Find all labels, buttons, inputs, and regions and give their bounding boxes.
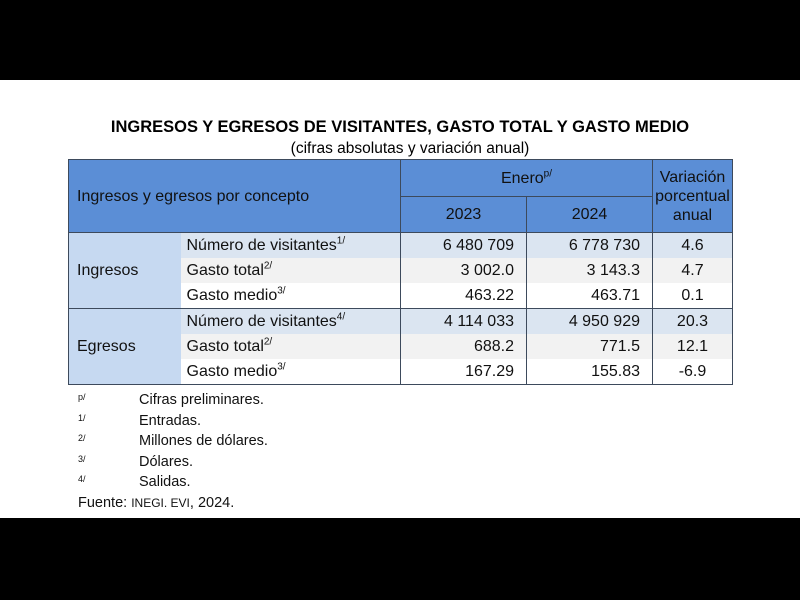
- footnote-text: Salidas.: [139, 474, 191, 490]
- footnote: p/Cifras preliminares.: [78, 392, 268, 413]
- value-2023: 6 480 709: [400, 232, 527, 258]
- variation-value: 4.7: [652, 258, 733, 283]
- group-label: Egresos: [68, 308, 181, 385]
- variation-value: 12.1: [652, 334, 733, 359]
- footnote: 1/Entradas.: [78, 413, 268, 434]
- value-2023: 167.29: [400, 359, 527, 385]
- concept-cell: Gasto medio3/: [180, 283, 401, 309]
- table-subtitle: (cifras absolutas y variación anual): [290, 140, 530, 157]
- value-2024: 4 950 929: [526, 308, 653, 334]
- footnote-mark: 2/: [78, 433, 86, 443]
- concept-cell: Gasto total2/: [180, 334, 401, 359]
- table-row: Gasto medio3/463.22 463.71 0.1: [69, 283, 733, 309]
- variation-value: -6.9: [652, 359, 733, 385]
- concept-cell: Gasto medio3/: [180, 359, 401, 385]
- variation-value: 4.6: [652, 232, 733, 258]
- table-row: Gasto total2/3 002.0 3 143.3 4.7: [69, 258, 733, 283]
- footnote-mark: 3/: [78, 453, 86, 464]
- table-title: INGRESOS Y EGRESOS DE VISITANTES, GASTO …: [110, 118, 690, 136]
- header-variation: Variación porcentual anual: [652, 159, 733, 233]
- value-2023: 463.22: [400, 283, 527, 309]
- value-2024: 6 778 730: [526, 232, 653, 258]
- concept-cell: Gasto total2/: [180, 258, 401, 283]
- header-year-2024: 2024: [526, 196, 653, 233]
- header-year-2023: 2023: [400, 196, 527, 233]
- footnote-text: Entradas.: [139, 412, 202, 429]
- value-2024: 771.5: [526, 334, 653, 359]
- table-row: Egresos Número de visitantes4/4 114 033 4 …: [68, 308, 733, 385]
- visitors-table: Ingresos y egresos por concepto Enerop/ …: [68, 159, 733, 385]
- group-label: Ingresos: [68, 232, 181, 309]
- header-period: Enerop/: [400, 159, 653, 197]
- table-row: Ingresos Número de visitantes1/6 480 709 6…: [68, 232, 733, 309]
- footnote-mark: 4/: [78, 474, 86, 484]
- footnote-text: Cifras preliminares.: [139, 392, 264, 408]
- footnote-text: Millones de dólares.: [139, 433, 268, 449]
- footnote: 3/Dólares.: [78, 454, 268, 475]
- variation-value: 0.1: [652, 283, 733, 309]
- value-2024: 463.71: [526, 283, 653, 309]
- header-concept: Ingresos y egresos por concepto: [68, 159, 401, 233]
- value-2023: 688.2: [400, 334, 527, 359]
- footnote: 4/Salidas.: [78, 474, 268, 495]
- value-2024: 155.83: [526, 359, 653, 385]
- footnotes: p/Cifras preliminares. 1/Entradas. 2/Millo…: [78, 392, 268, 495]
- variation-value: 20.3: [652, 308, 733, 334]
- table-row: Gasto medio3/167.29 155.83 -6.9: [69, 359, 733, 385]
- footnote-text: Dólares.: [139, 453, 193, 470]
- source-line: Fuente: INEGI. EVI, 2024.: [78, 494, 235, 511]
- table-row: Gasto total2/688.2 771.5 12.1: [69, 334, 733, 359]
- footnote-mark: 1/: [78, 412, 86, 423]
- value-2024: 3 143.3: [526, 258, 653, 283]
- value-2023: 4 114 033: [400, 308, 527, 334]
- value-2023: 3 002.0: [400, 258, 527, 283]
- footnote-mark: p/: [78, 392, 86, 402]
- footnote: 2/Millones de dólares.: [78, 433, 268, 454]
- concept-cell: Número de visitantes1/: [180, 232, 401, 258]
- concept-cell: Número de visitantes4/: [180, 308, 401, 334]
- table-footer: p/Cifras preliminares. 1/Entradas. 2/Millo…: [78, 392, 268, 512]
